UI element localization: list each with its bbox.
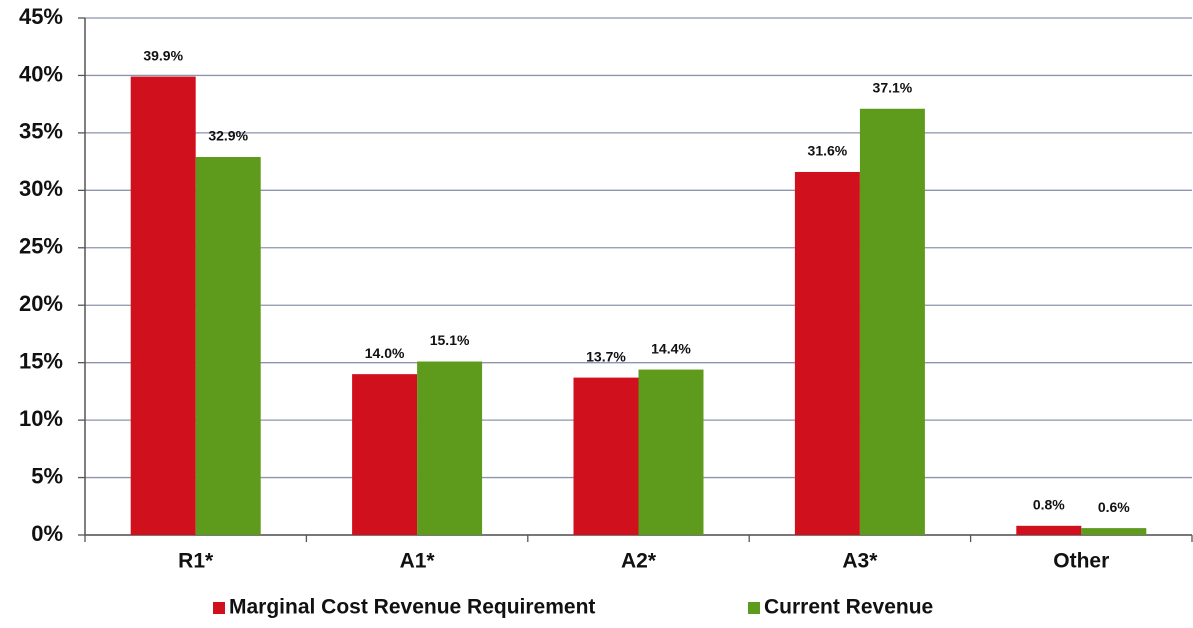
bar bbox=[130, 76, 196, 536]
bar bbox=[573, 377, 639, 535]
y-tick-label: 5% bbox=[31, 463, 63, 488]
bar bbox=[1081, 528, 1147, 535]
bar bbox=[638, 369, 704, 535]
y-tick-label: 10% bbox=[19, 406, 63, 431]
x-tick-label: A3* bbox=[842, 550, 878, 573]
legend-label: Marginal Cost Revenue Requirement bbox=[229, 596, 595, 619]
bar bbox=[352, 374, 418, 535]
x-tick-label: Other bbox=[1053, 550, 1109, 573]
legend-label: Current Revenue bbox=[764, 596, 933, 619]
legend-swatch bbox=[213, 602, 225, 614]
bar bbox=[417, 361, 483, 535]
value-label: 39.9% bbox=[143, 47, 183, 63]
bar bbox=[859, 108, 925, 536]
y-tick-label: 25% bbox=[19, 234, 63, 259]
value-label: 31.6% bbox=[808, 143, 848, 159]
value-label: 0.6% bbox=[1098, 499, 1130, 515]
y-tick-label: 35% bbox=[19, 119, 63, 144]
y-tick-label: 15% bbox=[19, 348, 63, 373]
x-tick-label: A2* bbox=[621, 550, 657, 573]
value-label: 14.4% bbox=[651, 340, 691, 356]
value-label: 32.9% bbox=[208, 128, 248, 144]
bar bbox=[794, 171, 860, 535]
y-tick-label: 45% bbox=[19, 4, 63, 29]
value-label: 14.0% bbox=[365, 345, 405, 361]
y-tick-label: 0% bbox=[31, 521, 63, 546]
bar bbox=[195, 157, 261, 535]
value-label: 15.1% bbox=[430, 332, 470, 348]
x-tick-label: R1* bbox=[178, 550, 214, 573]
bar bbox=[1016, 525, 1082, 535]
x-tick-label: A1* bbox=[400, 550, 436, 573]
value-label: 0.8% bbox=[1033, 497, 1065, 513]
y-tick-label: 40% bbox=[19, 61, 63, 86]
value-label: 37.1% bbox=[873, 79, 913, 95]
value-label: 13.7% bbox=[586, 348, 626, 364]
y-tick-label: 20% bbox=[19, 291, 63, 316]
y-tick-label: 30% bbox=[19, 176, 63, 201]
legend-swatch bbox=[748, 602, 760, 614]
